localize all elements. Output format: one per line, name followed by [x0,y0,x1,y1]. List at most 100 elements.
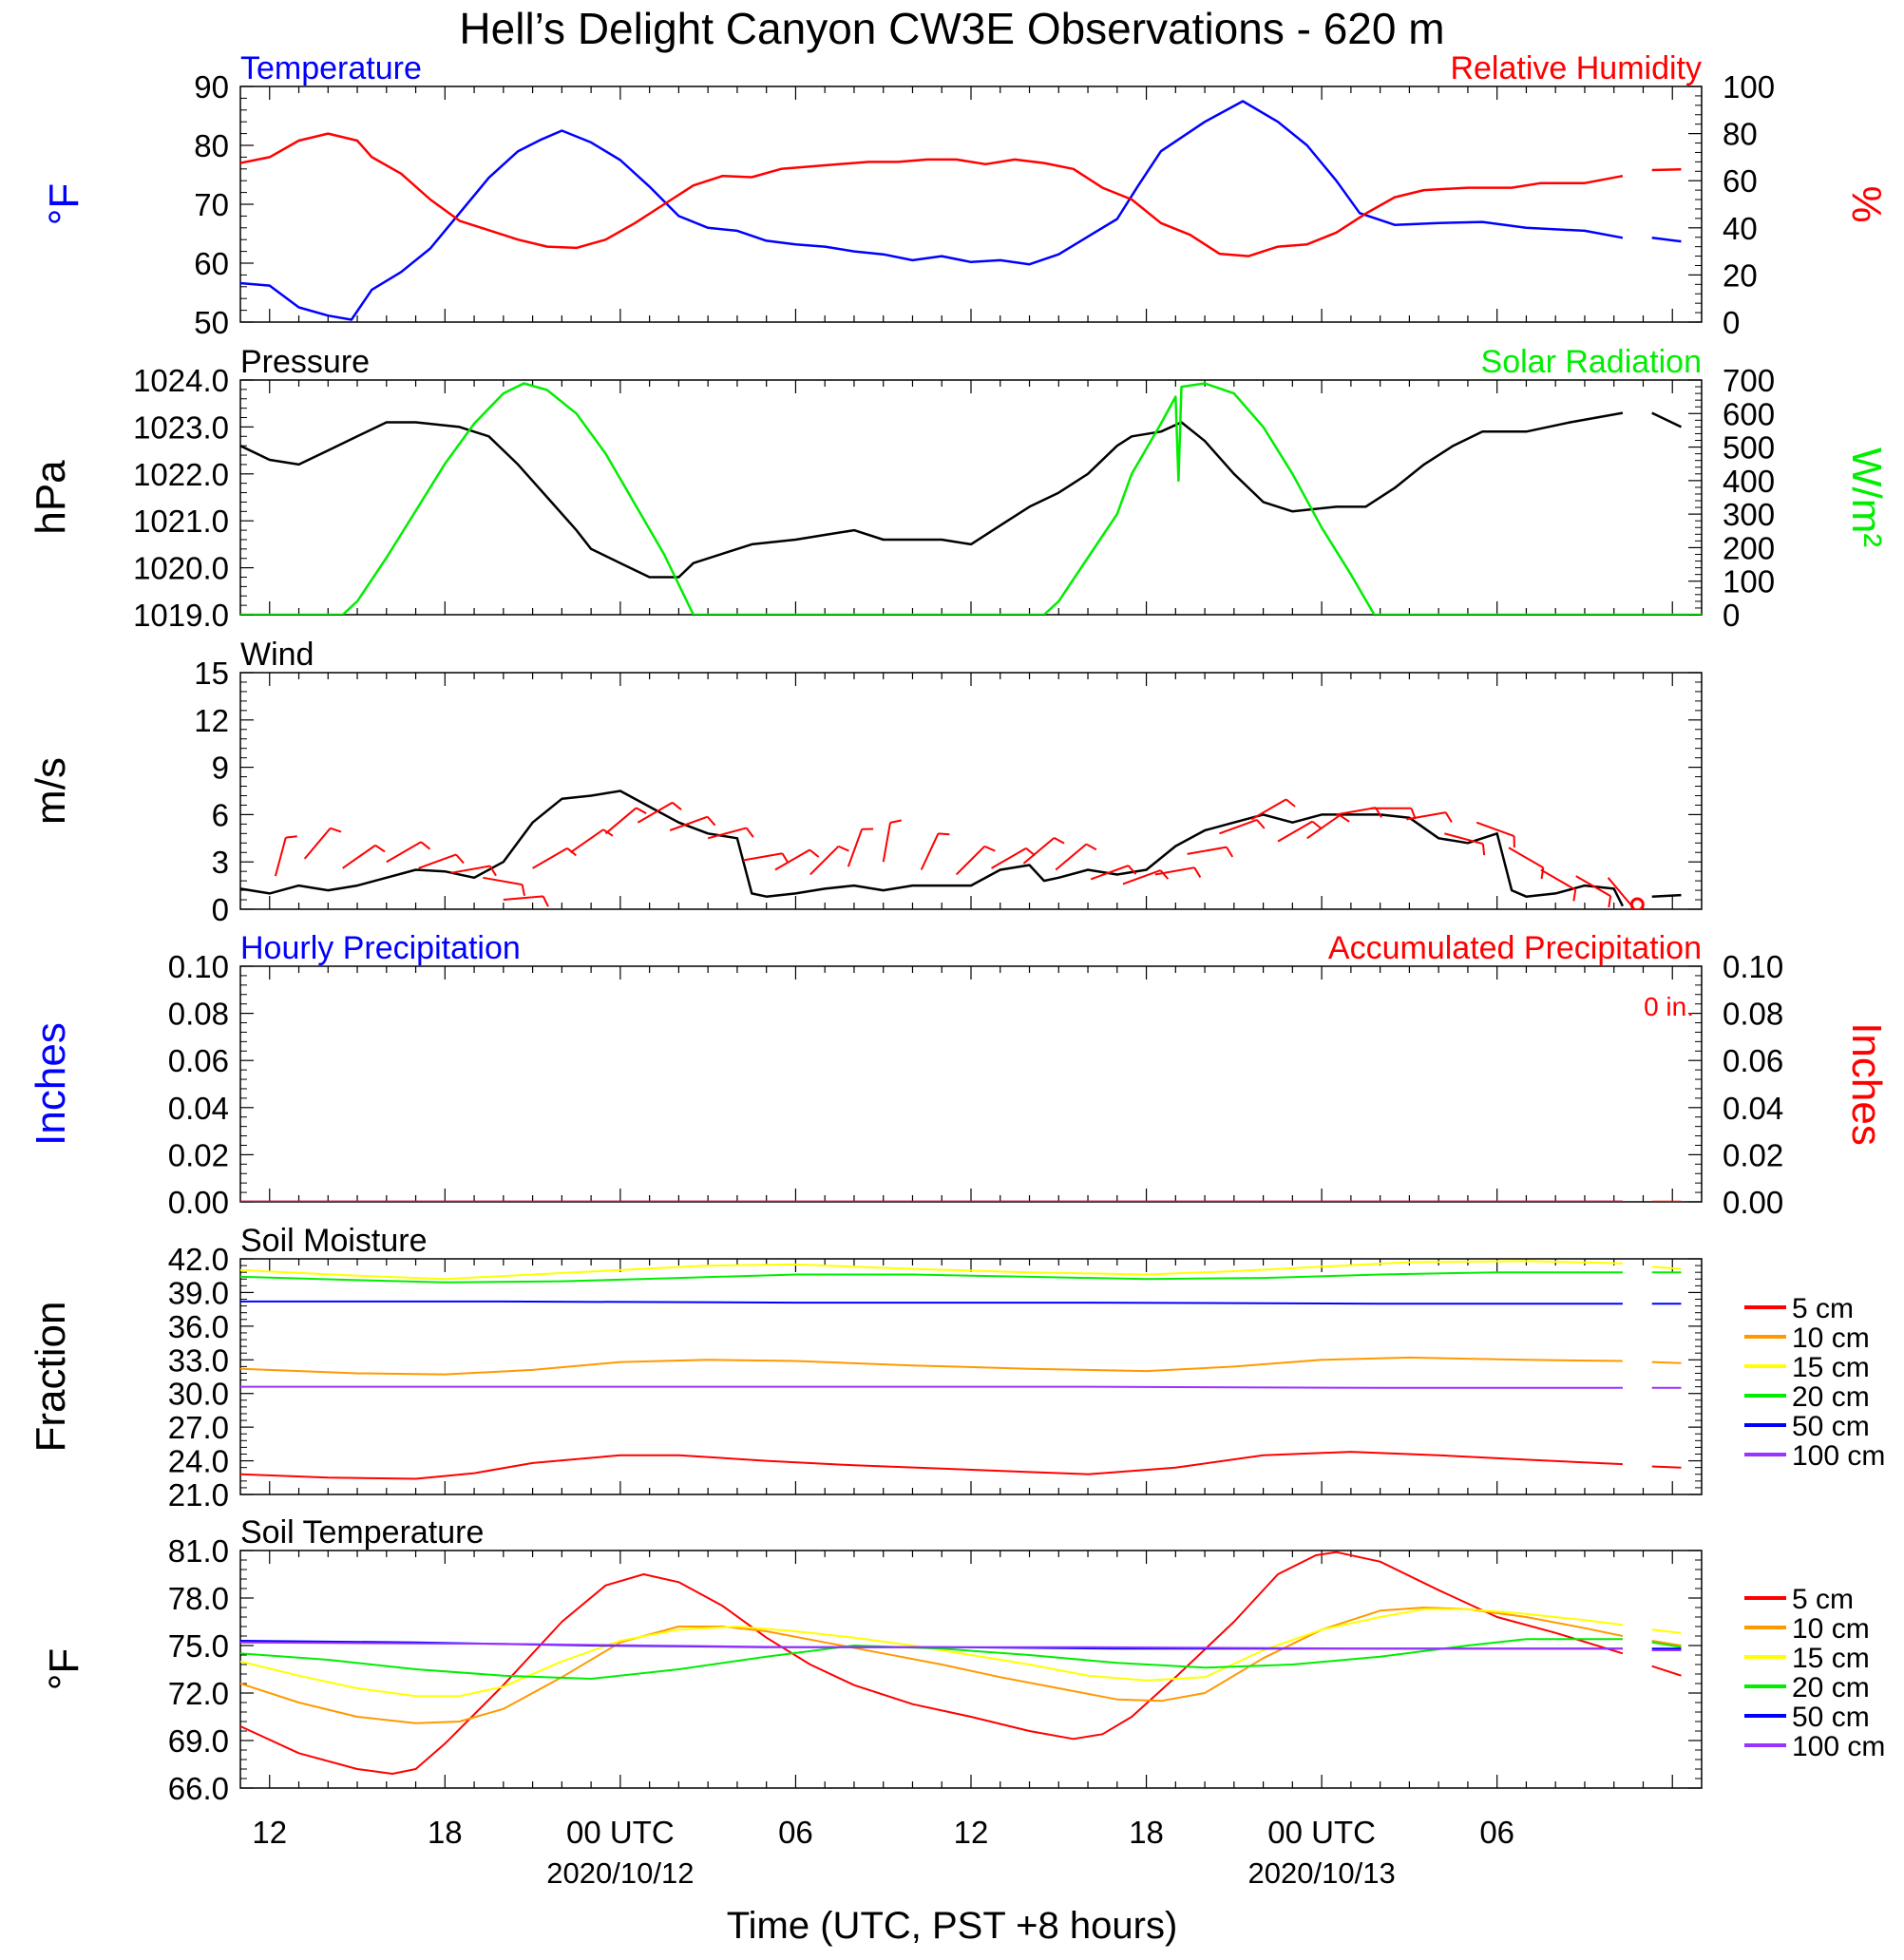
y-axis-label-left: Fraction [28,1302,74,1453]
y-tick-label-right: 0.00 [1723,1185,1783,1220]
y-tick-label-left: 1023.0 [133,409,229,445]
panel-title-left: Soil Temperature [240,1514,484,1551]
series-line-wind-speed [240,791,1682,906]
series-group [240,384,1702,616]
wind-barb [305,828,331,859]
wind-barb-flag [1055,838,1065,844]
legend-label-15-cm: 15 cm [1792,1352,1870,1383]
plot-frame [240,1259,1702,1494]
series-line-20-cm [240,1639,1682,1679]
y-tick-label-right: 0.04 [1723,1091,1783,1126]
y-axis-label-left: hPa [28,460,74,535]
wind-barb-flag [1257,820,1265,828]
plot-frame [240,966,1702,1202]
wind-barb [483,878,522,885]
y-tick-label-right: 0 [1723,305,1740,340]
wind-barb [670,817,707,830]
wind-barb [922,833,939,869]
y-tick-label-left: 33.0 [168,1342,229,1378]
wind-barb-flag [375,846,385,852]
series-line-relative-humidity [240,134,1682,257]
y-tick-label-left: 1019.0 [133,598,229,633]
y-tick-label-right: 80 [1723,117,1758,152]
wind-barb [387,842,421,862]
series-group [240,791,1682,919]
x-axis-label: Time (UTC, PST +8 hours) [727,1905,1178,1947]
wind-barb [957,847,985,875]
y-tick-label-right: 0.02 [1723,1137,1783,1172]
wind-barb [848,829,862,866]
wind-barb-flag [286,836,297,837]
x-tick-label: 06 [778,1815,813,1850]
y-tick-label-left: 50 [194,305,229,340]
wind-barb-flag [809,850,818,858]
panel-hourly-precipitation: 0.000.020.040.060.080.100.000.020.040.06… [28,930,1890,1220]
plot-frame [240,1551,1702,1788]
y-tick-label-left: 0.00 [168,1185,229,1220]
legend-label-20-cm: 20 cm [1792,1381,1870,1413]
wind-barb [419,854,456,867]
wind-barb [1307,815,1340,838]
y-axis-label-right: W/m² [1843,447,1890,547]
wind-barb [1509,847,1543,867]
wind-barb-flag [1340,815,1349,822]
legend-label-100-cm: 100 cm [1792,1440,1885,1472]
chart-title: Hell’s Delight Canyon CW3E Observations … [459,4,1444,53]
wind-barb [276,838,286,877]
legend-label-10-cm: 10 cm [1792,1323,1870,1354]
y-tick-label-left: 42.0 [168,1242,229,1277]
wind-barb-flag [331,828,341,832]
series-line-20-cm [240,1272,1682,1283]
y-tick-label-right: 100 [1723,564,1775,599]
calm-wind-circle [1631,899,1643,910]
series-line-100-cm [240,1387,1682,1388]
y-tick-label-left: 66.0 [168,1771,229,1806]
y-tick-label-left: 0 [212,892,229,927]
wind-barb-flag [1194,867,1200,877]
y-tick-label-right: 700 [1723,363,1775,398]
panel-title-left: Hourly Precipitation [240,930,521,966]
y-tick-label-left: 6 [212,797,229,832]
x-date-label: 2020/10/12 [546,1856,694,1890]
series-line-15-cm [240,1609,1682,1697]
y-axis-label-right: Inches [1843,1022,1890,1146]
y-axis-label-left: °F [41,1648,87,1690]
y-tick-label-left: 24.0 [168,1444,229,1479]
y-tick-label-left: 1024.0 [133,363,229,398]
wind-barb [504,896,543,900]
wind-barb-flag [839,847,849,851]
legend-label-50-cm: 50 cm [1792,1411,1870,1442]
x-tick-label: 12 [954,1815,989,1850]
y-tick-label-left: 0.04 [168,1091,229,1126]
y-tick-label-right: 500 [1723,430,1775,466]
x-tick-label: 00 UTC [1267,1815,1376,1850]
wind-barb-flag [747,828,753,837]
y-tick-label-right: 300 [1723,497,1775,532]
y-tick-label-right: 0.06 [1723,1043,1783,1078]
y-tick-label-left: 0.08 [168,997,229,1032]
wind-barb [1188,847,1227,854]
y-tick-label-right: 0 [1723,598,1740,633]
legend-label-10-cm: 10 cm [1792,1613,1870,1645]
x-tick-label: 18 [1129,1815,1164,1850]
wind-barb-flag [543,896,548,906]
y-tick-label-left: 27.0 [168,1410,229,1445]
x-tick-label: 06 [1479,1815,1514,1850]
legend-label-100-cm: 100 cm [1792,1731,1885,1762]
y-tick-label-left: 21.0 [168,1477,229,1513]
y-tick-label-left: 0.10 [168,949,229,984]
y-tick-label-right: 20 [1723,257,1758,293]
y-tick-label-left: 78.0 [168,1581,229,1616]
series-line-10-cm [240,1358,1682,1375]
wind-barb [1091,866,1128,879]
panel-title-left: Temperature [240,50,422,86]
y-tick-label-left: 75.0 [168,1628,229,1664]
panel-title-left: Pressure [240,344,370,380]
series-line-temperature [240,102,1682,320]
x-tick-label: 18 [428,1815,463,1850]
wind-barb-flag [1446,812,1452,822]
wind-barb [884,823,890,862]
